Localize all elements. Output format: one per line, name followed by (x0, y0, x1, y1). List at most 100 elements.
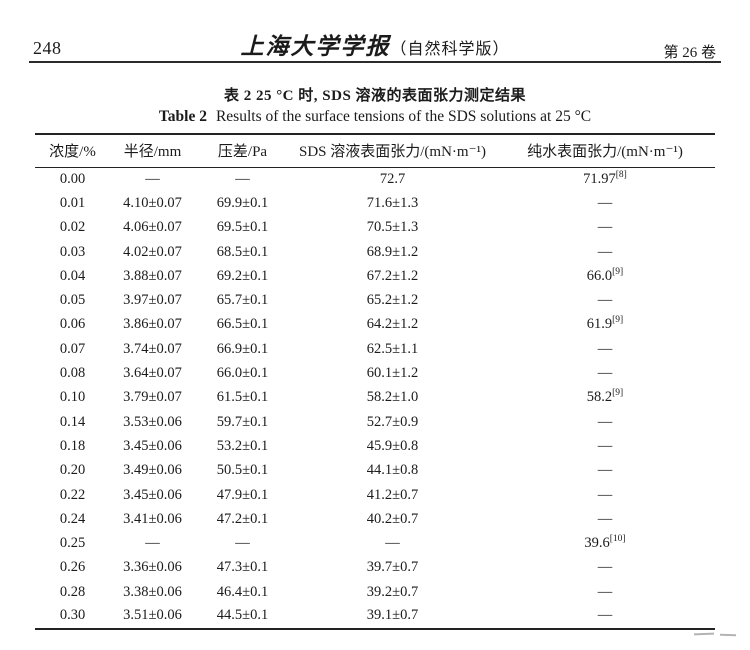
table-cell: 0.28 (59, 583, 86, 600)
table-cell: 0.24 (59, 510, 86, 527)
table-cell: 69.5±0.1 (216, 219, 269, 236)
table-cell: 59.7±0.1 (216, 413, 269, 430)
table-cell: 72.7 (379, 170, 406, 187)
running-head-title: 上海大学学报（自然科学版） (0, 27, 750, 61)
table-cell: 0.03 (59, 243, 86, 260)
table-row: 0.20 3.49±0.06 50.5±0.1 44.1±0.8 — (35, 459, 715, 483)
table-cell: — (597, 486, 613, 503)
table-cell: — (385, 535, 400, 552)
table-cell: 3.97±0.07 (123, 292, 182, 309)
table-cell: 3.86±0.07 (123, 316, 182, 333)
table-cell: 3.45±0.06 (123, 437, 182, 454)
header-rule (29, 61, 721, 63)
table-row: 0.10 3.79±0.07 61.5±0.1 58.2±1.0 58.2[9] (35, 386, 715, 410)
table-cell: 69.2±0.1 (216, 267, 269, 284)
table-cell: 52.7±0.9 (366, 413, 419, 430)
table-cell: 47.3±0.1 (216, 559, 269, 576)
table-row: 0.22 3.45±0.06 47.9±0.1 41.2±0.7 — (35, 483, 715, 507)
table-cell: 50.5±0.1 (216, 462, 269, 479)
table-cell: 0.22 (59, 486, 86, 503)
table-cell: — (597, 365, 613, 382)
col-header-sds-surface-tension: SDS 溶液表面张力/(mN·m⁻¹) (290, 134, 495, 168)
table-cell: 3.49±0.06 (123, 462, 182, 479)
table-row: 0.08 3.64±0.07 66.0±0.1 60.1±1.2 — (35, 361, 715, 385)
table-cell: — (597, 219, 613, 236)
table-cell: — (145, 535, 160, 552)
table-cell: 0.08 (59, 365, 86, 382)
table-cell: 3.74±0.07 (123, 340, 182, 357)
table-cell: — (597, 437, 613, 454)
table-cell: 3.51±0.06 (123, 607, 182, 624)
table-row: 0.06 3.86±0.07 66.5±0.1 64.2±1.2 61.9[9] (35, 313, 715, 337)
table-cell: 39.7±0.7 (366, 559, 419, 576)
col-header-pure-water-surface-tension: 纯水表面张力/(mN·m⁻¹) (495, 134, 715, 168)
table-cell: 0.30 (59, 607, 86, 624)
table-cell: 70.5±1.3 (366, 219, 419, 236)
table-cell: 69.9±0.1 (216, 194, 269, 211)
table-cell: 3.88±0.07 (123, 267, 182, 284)
table-cell: 66.5±0.1 (216, 316, 269, 333)
table-cell: 66.0±0.1 (216, 365, 269, 382)
table-cell: 40.2±0.7 (366, 510, 419, 527)
table-row: 0.28 3.38±0.06 46.4±0.1 39.2±0.7 — (35, 580, 715, 604)
reference-superscript: [9] (612, 388, 624, 399)
table-cell: 0.06 (59, 316, 86, 333)
table-cell: — (597, 292, 613, 309)
table-row: 0.26 3.36±0.06 47.3±0.1 39.7±0.7 — (35, 556, 715, 580)
table-cell: 44.5±0.1 (216, 607, 269, 624)
table-cell: 0.04 (59, 267, 86, 284)
table-cell: 3.41±0.06 (123, 510, 182, 527)
col-header-concentration: 浓度/% (35, 134, 110, 168)
table-row: 0.14 3.53±0.06 59.7±0.1 52.7±0.9 — (35, 410, 715, 434)
table-cell: 66.0[9] (586, 267, 624, 284)
table-caption-en: Table 2 Results of the surface tensions o… (0, 108, 750, 126)
table-cell: 0.10 (59, 389, 86, 406)
table-row: 0.03 4.02±0.07 68.5±0.1 68.9±1.2 — (35, 240, 715, 264)
volume-label: 第 26 卷 (663, 45, 716, 61)
table-row: 0.30 3.51±0.06 44.5±0.1 39.1±0.7 — (35, 604, 715, 628)
table-cell: 39.6[10] (584, 534, 626, 552)
col-header-radius: 半径/mm (110, 134, 195, 168)
table-cell: 3.45±0.06 (123, 486, 182, 503)
table-cell: — (597, 340, 613, 357)
table-cell: 3.36±0.06 (123, 559, 182, 576)
table-cell: — (597, 413, 613, 430)
table-cell: 61.9[9] (586, 315, 624, 333)
table-cell: 4.06±0.07 (123, 219, 182, 236)
reference-superscript: [9] (612, 315, 624, 326)
table-cell: — (597, 607, 613, 624)
table-cell: 64.2±1.2 (366, 316, 419, 333)
table-cell: 3.79±0.07 (123, 389, 182, 406)
table-row: 0.07 3.74±0.07 66.9±0.1 62.5±1.1 — (35, 337, 715, 361)
table-cell: 3.38±0.06 (123, 583, 182, 600)
table-cell: — (145, 170, 160, 187)
table-cell: 0.14 (59, 413, 86, 430)
journal-edition: （自然科学版） (390, 41, 510, 58)
table-cell: 0.01 (59, 194, 86, 211)
table-cell: — (597, 194, 613, 211)
table-header: 浓度/% 半径/mm 压差/Pa SDS 溶液表面张力/(mN·m⁻¹) 纯水表… (35, 134, 715, 168)
table-cell: — (597, 583, 613, 600)
table-cell: 65.2±1.2 (366, 292, 419, 309)
table-cell: 71.6±1.3 (366, 194, 419, 211)
table-cell: 71.97[8] (583, 170, 627, 187)
table-cell: 3.53±0.06 (123, 413, 182, 430)
table-cell: 47.9±0.1 (216, 486, 269, 503)
table-cell: 58.2±1.0 (366, 389, 419, 406)
journal-name: 上海大学学报 (240, 34, 391, 59)
page-number: 248 (33, 38, 62, 58)
table-row: 0.02 4.06±0.07 69.5±0.1 70.5±1.3 — (35, 216, 715, 240)
scan-artifact-mark (719, 633, 737, 637)
table-row: 0.04 3.88±0.07 69.2±0.1 67.2±1.2 66.0[9] (35, 264, 715, 288)
table-caption-zh: 表 2 25 °C 时, SDS 溶液的表面张力测定结果 (223, 88, 527, 104)
table-cell: 0.02 (59, 219, 86, 236)
table-cell: 0.18 (59, 437, 86, 454)
table-cell: 46.4±0.1 (216, 583, 269, 600)
table-cell: 62.5±1.1 (366, 340, 419, 357)
scan-artifact (692, 629, 748, 641)
table-cell: — (597, 243, 613, 260)
table-cell: 0.20 (59, 462, 86, 479)
table-cell: 47.2±0.1 (216, 510, 269, 527)
table-cell: 45.9±0.8 (366, 437, 419, 454)
